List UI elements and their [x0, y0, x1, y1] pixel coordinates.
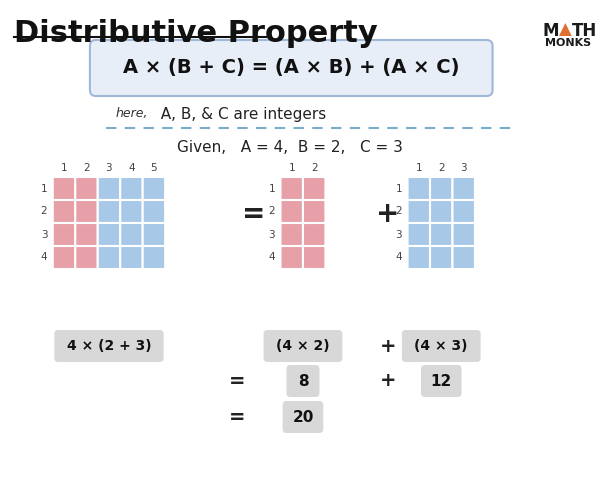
Text: 2: 2	[268, 207, 275, 216]
FancyBboxPatch shape	[75, 177, 98, 200]
Text: TH: TH	[572, 22, 597, 40]
FancyBboxPatch shape	[452, 177, 475, 200]
FancyBboxPatch shape	[407, 246, 430, 269]
Text: Distributive Property: Distributive Property	[14, 19, 377, 48]
FancyBboxPatch shape	[407, 200, 430, 223]
Text: 1: 1	[289, 163, 295, 173]
FancyBboxPatch shape	[303, 177, 325, 200]
FancyBboxPatch shape	[75, 246, 98, 269]
Text: M: M	[542, 22, 559, 40]
Text: Given,   A = 4,  B = 2,   C = 3: Given, A = 4, B = 2, C = 3	[178, 140, 403, 155]
Text: +: +	[380, 336, 396, 356]
Text: =: =	[229, 408, 246, 426]
FancyBboxPatch shape	[143, 177, 165, 200]
FancyBboxPatch shape	[286, 365, 319, 397]
FancyBboxPatch shape	[90, 40, 493, 96]
Text: 4 × (2 + 3): 4 × (2 + 3)	[67, 339, 151, 353]
FancyBboxPatch shape	[280, 223, 303, 246]
FancyBboxPatch shape	[98, 246, 120, 269]
FancyBboxPatch shape	[98, 200, 120, 223]
FancyBboxPatch shape	[75, 223, 98, 246]
Text: 4: 4	[128, 163, 135, 173]
Text: 3: 3	[460, 163, 467, 173]
Text: 3: 3	[106, 163, 112, 173]
Text: 1: 1	[61, 163, 67, 173]
FancyBboxPatch shape	[407, 223, 430, 246]
Text: =: =	[242, 199, 266, 227]
Text: 1: 1	[395, 183, 402, 194]
Text: 2: 2	[41, 207, 47, 216]
Text: 1: 1	[41, 183, 47, 194]
Text: 3: 3	[268, 229, 275, 240]
Text: +: +	[380, 372, 396, 391]
Text: 2: 2	[395, 207, 402, 216]
FancyBboxPatch shape	[143, 223, 165, 246]
FancyBboxPatch shape	[53, 246, 75, 269]
Polygon shape	[559, 23, 572, 36]
FancyBboxPatch shape	[280, 246, 303, 269]
Text: 4: 4	[41, 253, 47, 262]
Text: 12: 12	[431, 374, 452, 389]
Text: 1: 1	[268, 183, 275, 194]
Text: 3: 3	[395, 229, 402, 240]
Text: 3: 3	[41, 229, 47, 240]
Text: 2: 2	[438, 163, 445, 173]
FancyBboxPatch shape	[120, 200, 143, 223]
Text: 5: 5	[151, 163, 157, 173]
FancyBboxPatch shape	[280, 200, 303, 223]
FancyBboxPatch shape	[280, 177, 303, 200]
FancyBboxPatch shape	[303, 200, 325, 223]
FancyBboxPatch shape	[143, 246, 165, 269]
FancyBboxPatch shape	[120, 177, 143, 200]
FancyBboxPatch shape	[53, 200, 75, 223]
FancyBboxPatch shape	[75, 200, 98, 223]
Text: (4 × 2): (4 × 2)	[276, 339, 330, 353]
FancyBboxPatch shape	[303, 223, 325, 246]
FancyBboxPatch shape	[120, 223, 143, 246]
Text: (4 × 3): (4 × 3)	[415, 339, 468, 353]
Text: A × (B + C) = (A × B) + (A × C): A × (B + C) = (A × B) + (A × C)	[123, 59, 460, 77]
Text: +: +	[376, 199, 400, 227]
FancyBboxPatch shape	[53, 177, 75, 200]
FancyBboxPatch shape	[143, 200, 165, 223]
FancyBboxPatch shape	[430, 246, 452, 269]
Text: 4: 4	[395, 253, 402, 262]
FancyBboxPatch shape	[402, 330, 481, 362]
FancyBboxPatch shape	[263, 330, 343, 362]
FancyBboxPatch shape	[430, 177, 452, 200]
Text: 20: 20	[292, 409, 314, 424]
FancyBboxPatch shape	[421, 365, 461, 397]
Text: =: =	[229, 372, 246, 391]
FancyBboxPatch shape	[120, 246, 143, 269]
FancyBboxPatch shape	[98, 223, 120, 246]
Text: 2: 2	[83, 163, 90, 173]
FancyBboxPatch shape	[452, 200, 475, 223]
Text: 4: 4	[268, 253, 275, 262]
FancyBboxPatch shape	[452, 223, 475, 246]
FancyBboxPatch shape	[407, 177, 430, 200]
Text: 2: 2	[311, 163, 317, 173]
FancyBboxPatch shape	[53, 223, 75, 246]
FancyBboxPatch shape	[452, 246, 475, 269]
FancyBboxPatch shape	[283, 401, 323, 433]
FancyBboxPatch shape	[303, 246, 325, 269]
FancyBboxPatch shape	[98, 177, 120, 200]
Text: 1: 1	[415, 163, 422, 173]
Text: 8: 8	[298, 374, 308, 389]
Text: MONKS: MONKS	[545, 38, 591, 48]
Text: here,: here,	[115, 107, 148, 120]
FancyBboxPatch shape	[430, 223, 452, 246]
FancyBboxPatch shape	[430, 200, 452, 223]
FancyBboxPatch shape	[55, 330, 164, 362]
Text: A, B, & C are integers: A, B, & C are integers	[151, 107, 327, 122]
